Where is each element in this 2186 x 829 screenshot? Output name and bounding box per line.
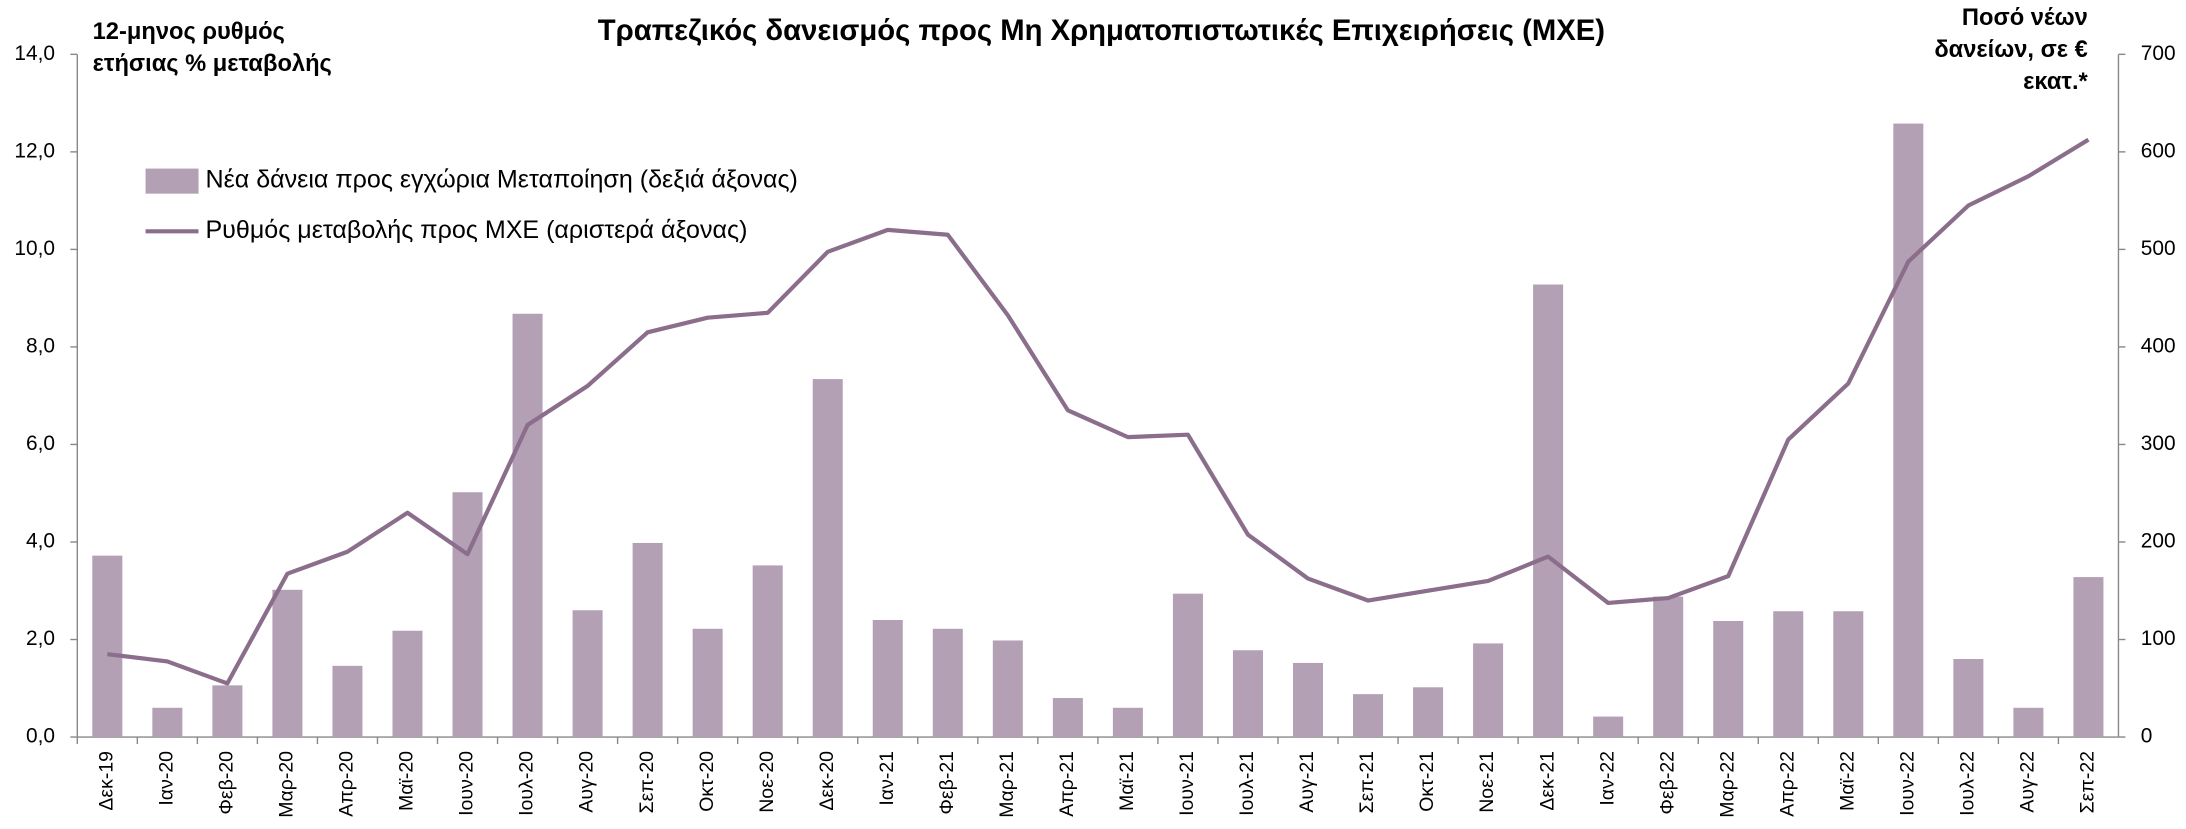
bar bbox=[992, 640, 1023, 738]
x-tick-label: Μαρ-22 bbox=[1716, 751, 1738, 818]
x-tick-label: Νοε-21 bbox=[1476, 751, 1498, 813]
bar bbox=[1292, 662, 1324, 738]
bar bbox=[392, 630, 423, 738]
x-tick-label: Απρ-20 bbox=[336, 751, 358, 817]
bar bbox=[212, 685, 243, 738]
y2-tick-label: 700 bbox=[2141, 42, 2176, 65]
bar bbox=[2013, 707, 2044, 738]
bar bbox=[1232, 650, 1263, 738]
bar bbox=[1833, 611, 1864, 738]
legend-label: Νέα δάνεια προς εγχώρια Μεταποίηση (δεξι… bbox=[205, 166, 797, 194]
x-tick-label: Δεκ-21 bbox=[1536, 751, 1558, 811]
bar bbox=[92, 555, 123, 738]
x-tick-label: Φεβ-20 bbox=[216, 751, 238, 815]
x-tick-label: Δεκ-19 bbox=[95, 751, 117, 811]
bar bbox=[752, 565, 783, 738]
y2-tick-label: 100 bbox=[2141, 627, 2176, 650]
y-tick-label: 6,0 bbox=[26, 432, 55, 455]
legend-swatch bbox=[145, 168, 199, 194]
bar bbox=[272, 589, 303, 738]
legend-label: Ρυθμός μεταβολής προς ΜΧΕ (αριστερά άξον… bbox=[205, 216, 747, 244]
y2-tick-label: 0 bbox=[2141, 725, 2153, 748]
y2-tick-label: 400 bbox=[2141, 334, 2176, 357]
x-tick-label: Ιουν-20 bbox=[456, 751, 478, 816]
bar bbox=[1473, 643, 1504, 738]
y2-tick-label: 500 bbox=[2141, 237, 2176, 260]
bar bbox=[572, 610, 603, 738]
x-tick-label: Δεκ-20 bbox=[816, 751, 838, 811]
x-tick-label: Σεπ-21 bbox=[1356, 751, 1378, 813]
x-tick-label: Ιουν-22 bbox=[1896, 751, 1918, 816]
bar bbox=[2073, 577, 2104, 738]
x-tick-label: Αυγ-20 bbox=[576, 751, 598, 813]
y2-tick-label: 300 bbox=[2141, 432, 2176, 455]
y2-tick-label: 200 bbox=[2141, 530, 2176, 553]
y-tick-label: 8,0 bbox=[26, 334, 55, 357]
y-tick-label: 12,0 bbox=[14, 139, 55, 162]
bar bbox=[512, 313, 543, 738]
x-tick-label: Ιουλ-22 bbox=[1957, 751, 1979, 816]
x-tick-label: Αυγ-22 bbox=[2017, 751, 2039, 813]
y2-axis-label: Ποσό νέων δανείων, σε € εκατ.* bbox=[1934, 4, 2088, 95]
bar bbox=[1533, 284, 1564, 738]
bar bbox=[1353, 694, 1384, 738]
y-tick-label: 14,0 bbox=[14, 42, 55, 65]
x-tick-label: Ιουν-21 bbox=[1176, 751, 1198, 816]
x-tick-label: Ιαν-21 bbox=[876, 751, 898, 806]
y-tick-label: 0,0 bbox=[26, 725, 55, 748]
y-tick-label: 2,0 bbox=[26, 627, 55, 650]
bar bbox=[1773, 611, 1804, 738]
bar bbox=[1653, 596, 1684, 738]
bar bbox=[812, 379, 843, 738]
bar bbox=[1172, 593, 1203, 738]
bar bbox=[332, 665, 363, 738]
x-tick-label: Μαρ-21 bbox=[996, 751, 1018, 818]
bar bbox=[1953, 659, 1984, 738]
bar bbox=[1713, 620, 1744, 738]
bar bbox=[872, 620, 903, 738]
x-tick-label: Μαϊ-22 bbox=[1836, 751, 1858, 811]
bar bbox=[1413, 687, 1444, 738]
bar bbox=[1593, 716, 1624, 738]
y2-axis-label-box: Ποσό νέων δανείων, σε € εκατ.* bbox=[1934, 4, 2088, 95]
x-tick-label: Φεβ-21 bbox=[936, 751, 958, 815]
bar bbox=[632, 542, 663, 738]
bar bbox=[1893, 123, 1924, 738]
bar bbox=[1112, 707, 1143, 738]
x-tick-label: Μαρ-20 bbox=[276, 751, 298, 818]
y2-tick-label: 600 bbox=[2141, 139, 2176, 162]
x-tick-label: Ιαν-22 bbox=[1596, 751, 1618, 806]
x-tick-label: Φεβ-22 bbox=[1656, 751, 1678, 815]
x-tick-label: Νοε-20 bbox=[756, 751, 778, 813]
bar bbox=[692, 628, 723, 738]
y-axis-label: 12-μηνος ρυθμός ετήσιας % μεταβολής bbox=[92, 18, 332, 77]
x-tick-label: Ιουλ-20 bbox=[516, 751, 538, 816]
y-tick-label: 4,0 bbox=[26, 530, 55, 553]
bar bbox=[932, 628, 963, 738]
line bbox=[107, 137, 2090, 686]
bar bbox=[152, 707, 183, 738]
y-tick-label: 10,0 bbox=[14, 237, 55, 260]
chart-title: Τραπεζικός δανεισμός προς Μη Χρηματοπιστ… bbox=[598, 15, 1605, 47]
x-tick-label: Απρ-21 bbox=[1056, 751, 1078, 817]
x-tick-label: Απρ-22 bbox=[1776, 751, 1798, 817]
x-tick-label: Αυγ-21 bbox=[1296, 751, 1318, 813]
x-tick-label: Μαϊ-21 bbox=[1116, 751, 1138, 811]
y-axis-label-box: 12-μηνος ρυθμός ετήσιας % μεταβολής bbox=[92, 18, 332, 77]
bar bbox=[1052, 698, 1083, 738]
x-tick-label: Οκτ-20 bbox=[696, 751, 718, 812]
x-tick-label: Μαϊ-20 bbox=[396, 751, 418, 811]
x-tick-label: Οκτ-21 bbox=[1416, 751, 1438, 812]
x-tick-label: Σεπ-22 bbox=[2077, 751, 2099, 813]
x-tick-label: Ιουλ-21 bbox=[1236, 751, 1258, 816]
x-tick-label: Σεπ-20 bbox=[636, 751, 658, 814]
x-tick-label: Ιαν-20 bbox=[156, 751, 178, 806]
